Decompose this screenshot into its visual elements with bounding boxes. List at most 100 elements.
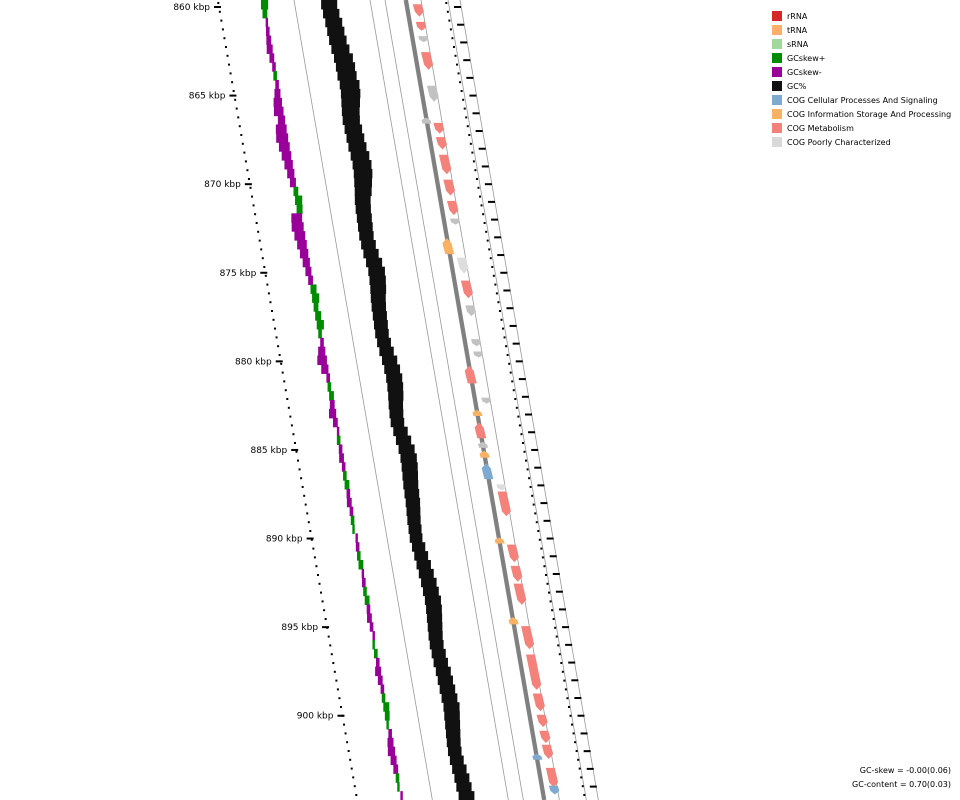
- gc-bar: [375, 328, 389, 339]
- ruler-dot: [462, 98, 465, 101]
- gc-bar: [387, 382, 404, 392]
- ruler-dot: [289, 415, 292, 418]
- gc-skew-plus-bar: [383, 702, 390, 712]
- cog-metabolism-swatch: [772, 123, 782, 133]
- gc-bar: [334, 53, 353, 63]
- feature-arrow-poorly: [477, 441, 488, 448]
- ruler-dot: [231, 81, 234, 84]
- ruler-tick: [500, 271, 508, 274]
- ruler-dot: [270, 310, 273, 312]
- gc-bar: [355, 204, 371, 214]
- ruler-dot: [235, 107, 238, 110]
- gc-skew-minus-bar: [349, 506, 354, 517]
- ruler-dot: [332, 662, 335, 664]
- gc-skew-minus-bar: [266, 35, 272, 46]
- ruler-dot: [554, 626, 557, 629]
- ruler-dot: [344, 732, 347, 735]
- feature-arrow-metabolism: [539, 730, 551, 744]
- gc-skew-plus-bar: [262, 8, 268, 19]
- ruler-dot: [228, 63, 231, 66]
- ruler-dot: [537, 530, 540, 532]
- ruler-dot: [306, 512, 309, 515]
- ruler-dot: [218, 10, 221, 13]
- feature-arrow-metabolism: [464, 365, 477, 384]
- ruler-tick: [518, 378, 526, 381]
- ruler-dot: [538, 538, 541, 541]
- gc-bar: [377, 337, 391, 348]
- kbp-tick-label: 880 kbp: [235, 357, 272, 367]
- ruler-dot: [240, 134, 243, 136]
- ruler-dot: [560, 662, 563, 664]
- legend-label: GCskew-: [787, 67, 822, 77]
- ruler-dot: [469, 142, 472, 145]
- ruler-dot: [217, 2, 220, 4]
- feature-arrow-poorly: [465, 305, 476, 317]
- ruler-dot: [449, 28, 452, 31]
- gc-bar: [405, 497, 421, 508]
- ruler-dot: [502, 327, 505, 330]
- gc-content-track: [321, 0, 475, 800]
- major-tick: [275, 360, 283, 363]
- gc-skew-minus-bar: [281, 151, 292, 161]
- ruler-dot: [451, 37, 454, 40]
- legend-label: sRNA: [787, 39, 809, 49]
- ruler-tick: [469, 94, 477, 97]
- ruler-dot: [583, 794, 586, 796]
- gc-bar: [373, 320, 388, 330]
- ruler-tick: [586, 767, 594, 770]
- gc-bar: [428, 631, 443, 641]
- kbp-tick-label: 900 kbp: [297, 712, 334, 722]
- ruler-dot: [297, 459, 300, 462]
- gc-bar: [443, 702, 460, 712]
- ruler-dot: [246, 169, 249, 172]
- major-tick: [322, 626, 330, 629]
- ruler-dot: [309, 530, 312, 532]
- ruler-dot: [548, 591, 551, 594]
- ruler-dot: [339, 706, 342, 708]
- feature-arrow-poorly: [471, 339, 482, 347]
- gc-skew-plus-bar: [356, 551, 361, 561]
- gc-content-stat: GC-content = 0.70(0.03): [852, 780, 951, 789]
- gc-skew-minus-bar: [318, 346, 326, 357]
- gc-bar: [337, 71, 357, 81]
- cog-feature-track: [412, 4, 560, 795]
- ruler-dot: [266, 283, 269, 286]
- ruler-dot: [506, 354, 509, 356]
- ruler-dot: [300, 477, 303, 480]
- gc-skew-minus-bar: [346, 488, 351, 499]
- gc-skew-plus-bar: [352, 524, 355, 534]
- gc-bar: [361, 240, 376, 250]
- gc-skew-minus-bar: [287, 168, 295, 179]
- legend-item: COG Information Storage And Processing: [772, 107, 957, 121]
- ruler-dot: [517, 415, 520, 418]
- gc-skew-minus-bar: [266, 26, 270, 37]
- ruler-dot: [275, 336, 278, 339]
- gc-skew-minus-bar: [265, 17, 269, 28]
- ruler-dot: [479, 195, 482, 198]
- ruler-tick: [509, 324, 517, 327]
- gc-bar: [426, 613, 443, 623]
- gc-skew-plus-bar: [312, 293, 320, 303]
- gc-skew-minus-bar: [400, 791, 403, 800]
- gc-skew-minus-bar: [346, 497, 352, 508]
- ruler-dot: [254, 213, 257, 216]
- ruler-dot: [249, 186, 252, 189]
- cog-cellular-swatch: [772, 95, 782, 105]
- gc-skew-minus-bar: [367, 613, 372, 623]
- gc-bar: [426, 604, 442, 614]
- legend-label: tRNA: [787, 25, 808, 35]
- gc-bar: [441, 693, 458, 703]
- ruler-dot: [466, 125, 469, 128]
- gc-skew-minus-bar: [291, 213, 303, 223]
- ruler-dot: [512, 389, 515, 392]
- ruler-tick: [583, 750, 591, 753]
- gc-skew-minus-bar: [273, 97, 282, 108]
- ruler-dot: [286, 398, 289, 400]
- major-tick: [337, 714, 345, 717]
- ruler-dot: [531, 494, 534, 497]
- gc-skew-minus-bar: [321, 364, 329, 374]
- gc-skew-minus-bar: [291, 222, 304, 232]
- guide-line: [447, 0, 587, 800]
- ruler-dot: [251, 195, 254, 198]
- ruler-dot: [578, 767, 581, 770]
